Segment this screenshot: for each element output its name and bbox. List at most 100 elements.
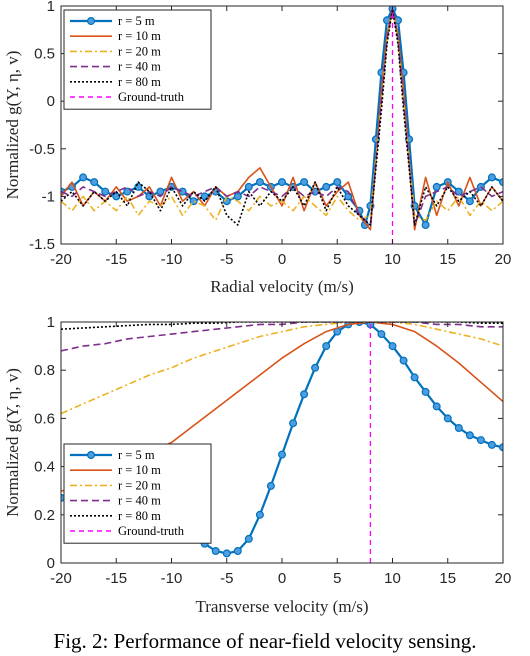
legend-marker-0: [86, 451, 95, 460]
x-tick-label: 5: [333, 570, 341, 587]
x-tick-label: 10: [384, 570, 401, 587]
series-marker-0: [322, 342, 331, 351]
series-marker-0: [244, 182, 253, 191]
legend-label-4: r = 80 m: [118, 509, 161, 523]
legend-label-2: r = 20 m: [118, 478, 161, 492]
x-tick-label: -20: [50, 251, 72, 268]
series-marker-0: [233, 546, 242, 555]
series-marker-0: [90, 178, 99, 187]
legend-box: [63, 443, 212, 544]
y-tick-label: 1: [47, 0, 55, 15]
series-marker-0: [300, 178, 309, 187]
series-marker-0: [266, 481, 275, 490]
legend-marker-0: [86, 17, 95, 26]
series-marker-0: [432, 402, 441, 411]
series-line-2: [61, 322, 503, 415]
legend-label-5: Ground-truth: [118, 524, 185, 538]
x-tick-label: -10: [161, 570, 183, 587]
x-tick-label: -5: [220, 570, 233, 587]
y-axis-label: Normalized g(Y, η, v): [3, 51, 22, 200]
series-marker-0: [300, 390, 309, 399]
y-tick-label: 0: [47, 93, 55, 110]
series-marker-0: [233, 192, 242, 201]
y-tick-label: 0.2: [34, 507, 55, 524]
series-marker-0: [465, 197, 474, 206]
y-tick-label: -0.5: [29, 141, 55, 158]
y-tick-label: 0.6: [34, 410, 55, 427]
y-tick-label: -1: [42, 188, 55, 205]
x-tick-label: -15: [105, 251, 127, 268]
series-marker-0: [454, 187, 463, 196]
legend-label-1: r = 10 m: [118, 29, 161, 43]
y-tick-label: 0: [47, 555, 55, 572]
legend-label-5: Ground-truth: [118, 90, 185, 104]
series-marker-0: [333, 178, 342, 187]
series-marker-0: [377, 330, 386, 339]
y-tick-label: 0.5: [34, 46, 55, 63]
legend-label-1: r = 10 m: [118, 463, 161, 477]
series-marker-0: [421, 387, 430, 396]
x-tick-label: -5: [220, 251, 233, 268]
legend-label-3: r = 40 m: [118, 494, 161, 508]
series-marker-0: [123, 187, 132, 196]
y-tick-label: -1.5: [29, 236, 55, 253]
series-marker-0: [79, 173, 88, 182]
series-marker-0: [465, 431, 474, 440]
x-tick-label: 5: [333, 251, 341, 268]
x-tick-label: 20: [495, 251, 512, 268]
x-tick-label: 15: [439, 570, 456, 587]
x-tick-label: 20: [495, 570, 512, 587]
x-tick-label: 10: [384, 251, 401, 268]
legend-label-3: r = 40 m: [118, 60, 161, 74]
series-marker-0: [255, 178, 264, 187]
series-marker-0: [487, 440, 496, 449]
series-marker-0: [421, 221, 430, 230]
y-tick-label: 0.8: [34, 362, 55, 379]
series-marker-0: [410, 373, 419, 382]
y-axis-label: Normalized g(Y, η, v): [3, 368, 22, 517]
legend-label-4: r = 80 m: [118, 75, 161, 89]
chart-radial-velocity: -20 -15 -10 -5 0 5 10 15 20 -1.5 -1 -0.5 0 0.5 1 Radial…: [3, 0, 511, 296]
series-marker-0: [178, 187, 187, 196]
series-marker-0: [156, 187, 165, 196]
y-tick-label: 1: [47, 314, 55, 331]
legend-label-0: r = 5 m: [118, 448, 155, 462]
chart-transverse-velocity: -20 -15 -10 -5 0 5 10 15 20 0 0.2 0.4 0.6 0.8 1 Transve…: [3, 314, 511, 616]
series-marker-0: [476, 436, 485, 445]
x-tick-label: 0: [278, 251, 286, 268]
series-marker-0: [388, 342, 397, 351]
series-marker-0: [432, 182, 441, 191]
series-marker-0: [499, 443, 503, 452]
legend-label-0: r = 5 m: [118, 14, 155, 28]
plot-area: [61, 6, 503, 244]
series-marker-0: [278, 178, 287, 187]
series-marker-0: [289, 419, 298, 428]
series-line-4: [61, 322, 503, 330]
x-tick-label: -15: [105, 570, 127, 587]
series-marker-0: [311, 363, 320, 372]
x-tick-label: 15: [439, 251, 456, 268]
series-marker-0: [244, 534, 253, 543]
series-marker-0: [322, 182, 331, 191]
x-axis-label: Transverse velocity (m/s): [195, 597, 368, 616]
series-marker-0: [499, 178, 503, 187]
series-marker-0: [487, 173, 496, 182]
series-marker-0: [222, 549, 231, 558]
series-marker-0: [399, 356, 408, 365]
series-marker-0: [211, 546, 220, 555]
series-marker-0: [189, 197, 198, 206]
series-marker-0: [443, 414, 452, 423]
x-tick-label: -20: [50, 570, 72, 587]
x-axis-label: Radial velocity (m/s): [210, 277, 354, 296]
y-tick-label: 0.4: [34, 459, 55, 476]
figure-caption: Fig. 2: Performance of near-field veloci…: [54, 629, 477, 653]
series-marker-0: [454, 424, 463, 433]
x-tick-label: 0: [278, 570, 286, 587]
series-marker-0: [134, 182, 143, 191]
series-marker-0: [101, 187, 110, 196]
series-line-4: [61, 8, 503, 226]
x-tick-label: -10: [161, 251, 183, 268]
series-marker-0: [255, 510, 264, 519]
legend-label-2: r = 20 m: [118, 44, 161, 58]
